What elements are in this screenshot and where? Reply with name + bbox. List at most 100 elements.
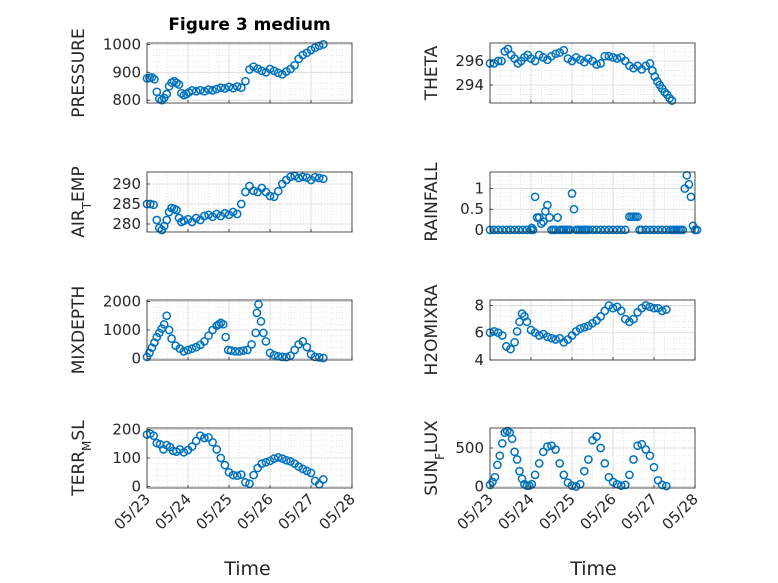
- data-point: [667, 96, 677, 105]
- data-point: [257, 459, 267, 469]
- data-point: [208, 86, 217, 95]
- y-tick-label: 1000: [103, 35, 141, 53]
- data-point: [649, 462, 659, 472]
- data-point: [534, 331, 544, 340]
- data-point: [228, 470, 238, 480]
- data-point: [530, 192, 540, 202]
- data-point: [514, 225, 524, 235]
- y-axis-label: PRESSURE: [69, 28, 89, 117]
- data-point: [298, 464, 308, 474]
- data-point: [592, 225, 601, 235]
- y-axis-label: RAINFALL: [422, 162, 442, 242]
- data-point: [543, 332, 552, 342]
- data-point: [314, 41, 324, 51]
- data-point: [236, 83, 246, 93]
- data-point: [551, 445, 560, 454]
- y-tick-label: 1: [474, 180, 484, 198]
- data-point: [269, 192, 279, 202]
- data-point: [616, 225, 626, 235]
- y-tick-label: 8: [474, 296, 484, 314]
- data-point: [249, 62, 258, 72]
- data-point: [249, 186, 258, 196]
- data-point: [318, 40, 328, 49]
- y-tick-label: 500: [455, 439, 484, 457]
- data-point: [596, 312, 606, 321]
- y-tick-label: 900: [112, 63, 141, 81]
- data-point: [495, 451, 505, 461]
- data-point: [637, 225, 647, 235]
- data-point: [604, 51, 614, 61]
- data-point: [678, 225, 688, 235]
- data-point: [290, 345, 299, 355]
- data-point: [497, 439, 507, 448]
- data-point: [249, 470, 258, 480]
- data-point: [565, 225, 575, 235]
- data-point: [600, 225, 610, 235]
- data-point: [569, 204, 579, 214]
- data-point: [230, 347, 240, 356]
- data-point: [559, 45, 569, 55]
- data-point: [265, 64, 275, 74]
- data-point: [620, 225, 630, 235]
- data-point: [241, 187, 250, 197]
- data-point: [645, 59, 655, 68]
- data-point: [604, 225, 614, 235]
- y-tick-label: 285: [112, 195, 141, 213]
- data-point: [616, 306, 626, 316]
- data-point: [661, 481, 671, 491]
- data-point: [653, 225, 663, 235]
- data-point: [245, 479, 254, 489]
- data-point: [530, 470, 540, 480]
- data-point: [489, 327, 499, 336]
- data-point: [310, 172, 320, 182]
- data-point: [551, 225, 560, 235]
- y-tick-label: 2000: [103, 292, 141, 310]
- data-point: [216, 83, 226, 93]
- data-point: [221, 332, 231, 342]
- data-point: [273, 453, 283, 462]
- data-point: [216, 453, 226, 463]
- data-point: [567, 189, 577, 198]
- data-point: [518, 225, 528, 235]
- axes-box: [489, 427, 696, 489]
- data-point: [686, 192, 696, 202]
- data-point: [584, 455, 593, 464]
- data-point: [226, 346, 236, 355]
- y-tick-label: 1000: [103, 321, 141, 339]
- data-point: [616, 481, 626, 491]
- data-point: [584, 225, 593, 235]
- data-point: [259, 328, 268, 338]
- data-point: [191, 436, 201, 446]
- subplot-rainfall: 0 0.5 1 RAINFALL: [422, 162, 702, 242]
- data-point: [650, 72, 660, 81]
- data-point: [220, 208, 230, 218]
- data-point: [608, 303, 618, 313]
- data-point: [641, 301, 651, 310]
- subplot-h2omixra: 4 6 8 H2OMIXRA: [422, 284, 696, 376]
- data-point: [164, 325, 174, 335]
- data-point: [277, 454, 287, 463]
- data-point: [167, 334, 176, 343]
- x-axis-label-left: Time: [223, 558, 271, 580]
- data-point: [157, 95, 167, 105]
- subplot-pressure: 800 900 1000 PRESSURE: [69, 28, 353, 118]
- data-point: [493, 460, 502, 470]
- data-point: [179, 347, 189, 356]
- subplot-mixdepth: 0 1000 2000 MIXDEPTH: [69, 286, 353, 374]
- data-point: [286, 351, 295, 361]
- data-point: [510, 447, 519, 457]
- data-point: [154, 223, 164, 233]
- y-axis-label: H2OMIXRA: [422, 284, 442, 375]
- data-point: [633, 441, 642, 451]
- data-point: [236, 199, 246, 209]
- data-point: [536, 219, 546, 229]
- data-point: [641, 225, 651, 235]
- y-tick-label: 0: [474, 477, 484, 495]
- data-point: [254, 299, 263, 309]
- data-point: [220, 460, 230, 470]
- subplot-air-temp: 280 285 290 AIRTEMP: [69, 166, 353, 238]
- data-point: [224, 82, 234, 92]
- data-point: [282, 352, 291, 362]
- data-point: [218, 319, 228, 329]
- data-point: [588, 225, 597, 235]
